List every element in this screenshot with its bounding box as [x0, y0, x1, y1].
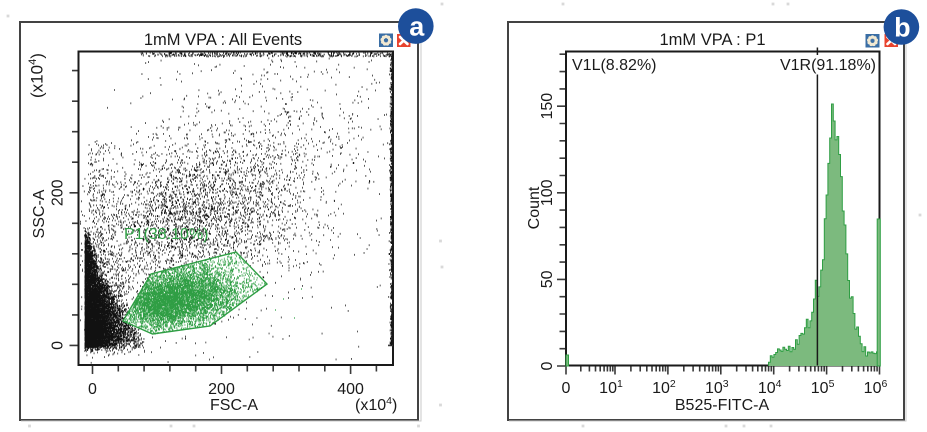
- svg-text:P1(38.10%): P1(38.10%): [124, 226, 209, 243]
- svg-text:a: a: [409, 12, 425, 42]
- svg-text:Count: Count: [526, 186, 543, 229]
- svg-text:FSC-A: FSC-A: [210, 397, 258, 414]
- svg-text:0: 0: [50, 341, 67, 350]
- svg-text:V1R(91.18%): V1R(91.18%): [780, 57, 876, 74]
- svg-text:100: 100: [539, 179, 556, 206]
- svg-text:B525-FITC-A: B525-FITC-A: [675, 397, 770, 414]
- svg-text:150: 150: [539, 93, 556, 120]
- svg-text:V1L(8.82%): V1L(8.82%): [572, 57, 657, 74]
- svg-text:200: 200: [50, 179, 67, 206]
- svg-text:1mM VPA : All Events: 1mM VPA : All Events: [144, 31, 302, 49]
- svg-text:50: 50: [539, 270, 556, 288]
- svg-text:0: 0: [539, 361, 556, 370]
- svg-text:200: 200: [208, 381, 235, 398]
- svg-text:1mM VPA : P1: 1mM VPA : P1: [659, 31, 765, 49]
- svg-text:0: 0: [88, 381, 97, 398]
- svg-text:SSC-A: SSC-A: [31, 189, 48, 238]
- svg-text:b: b: [894, 13, 911, 43]
- svg-text:0: 0: [562, 380, 571, 397]
- svg-text:400: 400: [337, 381, 364, 398]
